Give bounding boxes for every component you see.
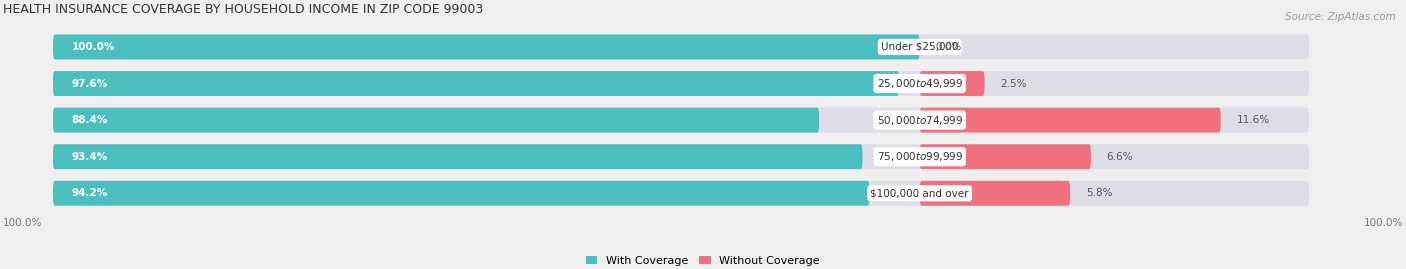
FancyBboxPatch shape	[920, 181, 1070, 206]
FancyBboxPatch shape	[53, 181, 1309, 206]
Text: 97.6%: 97.6%	[72, 79, 108, 89]
Legend: With Coverage, Without Coverage: With Coverage, Without Coverage	[586, 256, 820, 266]
Text: $100,000 and over: $100,000 and over	[870, 188, 969, 198]
FancyBboxPatch shape	[53, 34, 920, 59]
FancyBboxPatch shape	[920, 108, 1220, 133]
FancyBboxPatch shape	[53, 144, 1309, 169]
FancyBboxPatch shape	[53, 181, 869, 206]
Text: $75,000 to $99,999: $75,000 to $99,999	[876, 150, 963, 163]
Text: 94.2%: 94.2%	[72, 188, 108, 198]
FancyBboxPatch shape	[920, 144, 1091, 169]
Text: 100.0%: 100.0%	[3, 218, 42, 228]
FancyBboxPatch shape	[53, 71, 898, 96]
Text: 2.5%: 2.5%	[1000, 79, 1026, 89]
Text: 0.0%: 0.0%	[935, 42, 962, 52]
Text: Under $25,000: Under $25,000	[882, 42, 959, 52]
Text: Source: ZipAtlas.com: Source: ZipAtlas.com	[1285, 12, 1396, 22]
Text: $50,000 to $74,999: $50,000 to $74,999	[876, 114, 963, 127]
Text: HEALTH INSURANCE COVERAGE BY HOUSEHOLD INCOME IN ZIP CODE 99003: HEALTH INSURANCE COVERAGE BY HOUSEHOLD I…	[3, 3, 484, 16]
Text: 88.4%: 88.4%	[72, 115, 108, 125]
FancyBboxPatch shape	[53, 108, 1309, 133]
Text: 5.8%: 5.8%	[1085, 188, 1112, 198]
Text: $25,000 to $49,999: $25,000 to $49,999	[876, 77, 963, 90]
Text: 100.0%: 100.0%	[72, 42, 115, 52]
FancyBboxPatch shape	[53, 108, 820, 133]
FancyBboxPatch shape	[53, 34, 1309, 59]
Text: 93.4%: 93.4%	[72, 152, 108, 162]
Text: 100.0%: 100.0%	[1364, 218, 1403, 228]
Text: 6.6%: 6.6%	[1107, 152, 1133, 162]
FancyBboxPatch shape	[53, 71, 1309, 96]
Text: 11.6%: 11.6%	[1236, 115, 1270, 125]
FancyBboxPatch shape	[920, 71, 984, 96]
FancyBboxPatch shape	[53, 144, 862, 169]
